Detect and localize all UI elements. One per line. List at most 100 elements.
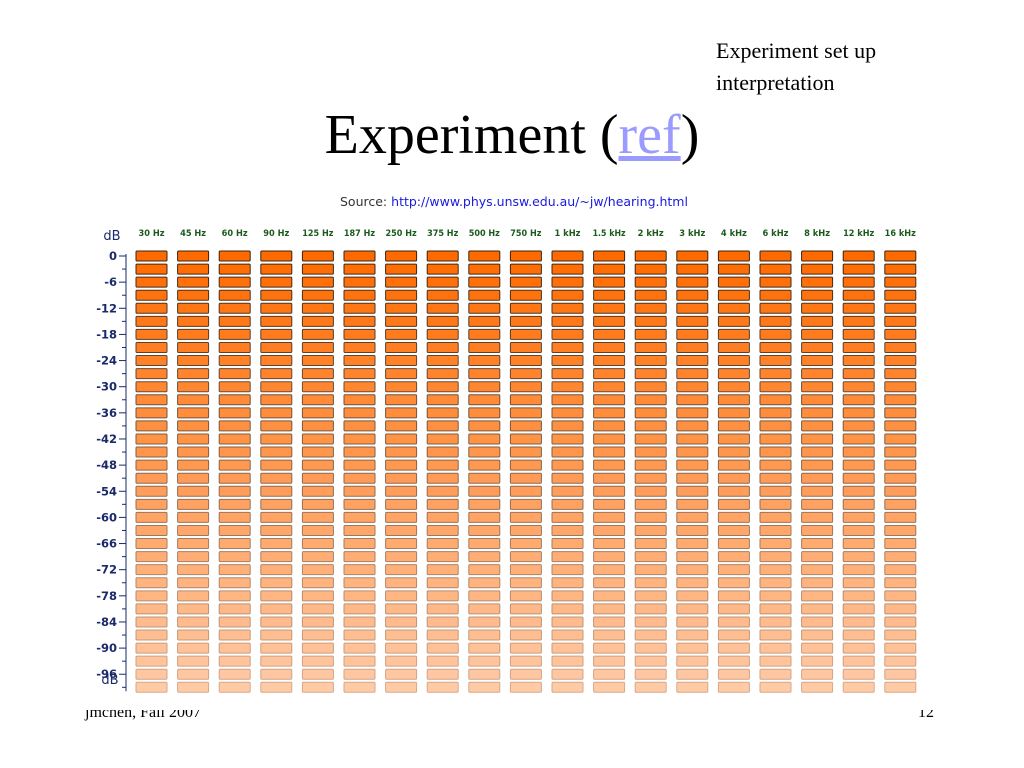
test-tone-cell[interactable] bbox=[551, 681, 584, 693]
test-tone-cell[interactable] bbox=[385, 394, 418, 406]
test-tone-cell[interactable] bbox=[717, 263, 750, 275]
test-tone-cell[interactable] bbox=[593, 616, 626, 628]
test-tone-cell[interactable] bbox=[759, 472, 792, 484]
test-tone-cell[interactable] bbox=[301, 446, 334, 458]
test-tone-cell[interactable] bbox=[634, 459, 667, 471]
test-tone-cell[interactable] bbox=[385, 407, 418, 419]
test-tone-cell[interactable] bbox=[426, 446, 459, 458]
test-tone-cell[interactable] bbox=[551, 459, 584, 471]
test-tone-cell[interactable] bbox=[385, 289, 418, 301]
test-tone-cell[interactable] bbox=[593, 276, 626, 288]
test-tone-cell[interactable] bbox=[509, 485, 542, 497]
test-tone-cell[interactable] bbox=[676, 394, 709, 406]
test-tone-cell[interactable] bbox=[842, 524, 875, 536]
test-tone-cell[interactable] bbox=[426, 551, 459, 563]
test-tone-cell[interactable] bbox=[717, 590, 750, 602]
test-tone-cell[interactable] bbox=[884, 263, 917, 275]
test-tone-cell[interactable] bbox=[842, 368, 875, 380]
test-tone-cell[interactable] bbox=[509, 629, 542, 641]
test-tone-cell[interactable] bbox=[468, 498, 501, 510]
test-tone-cell[interactable] bbox=[177, 407, 210, 419]
test-tone-cell[interactable] bbox=[551, 524, 584, 536]
test-tone-cell[interactable] bbox=[260, 564, 293, 576]
test-tone-cell[interactable] bbox=[551, 485, 584, 497]
test-tone-cell[interactable] bbox=[884, 381, 917, 393]
test-tone-cell[interactable] bbox=[385, 263, 418, 275]
test-tone-cell[interactable] bbox=[801, 276, 834, 288]
test-tone-cell[interactable] bbox=[842, 681, 875, 693]
test-tone-cell[interactable] bbox=[801, 263, 834, 275]
test-tone-cell[interactable] bbox=[884, 472, 917, 484]
test-tone-cell[interactable] bbox=[509, 341, 542, 353]
test-tone-cell[interactable] bbox=[676, 355, 709, 367]
test-tone-cell[interactable] bbox=[426, 642, 459, 654]
test-tone-cell[interactable] bbox=[426, 498, 459, 510]
test-tone-cell[interactable] bbox=[759, 577, 792, 589]
test-tone-cell[interactable] bbox=[343, 655, 376, 667]
test-tone-cell[interactable] bbox=[343, 551, 376, 563]
test-tone-cell[interactable] bbox=[634, 511, 667, 523]
test-tone-cell[interactable] bbox=[343, 668, 376, 680]
test-tone-cell[interactable] bbox=[135, 564, 168, 576]
test-tone-cell[interactable] bbox=[801, 668, 834, 680]
test-tone-cell[interactable] bbox=[717, 289, 750, 301]
test-tone-cell[interactable] bbox=[343, 289, 376, 301]
test-tone-cell[interactable] bbox=[426, 407, 459, 419]
test-tone-cell[interactable] bbox=[468, 616, 501, 628]
test-tone-cell[interactable] bbox=[759, 276, 792, 288]
test-tone-cell[interactable] bbox=[717, 355, 750, 367]
test-tone-cell[interactable] bbox=[551, 394, 584, 406]
test-tone-cell[interactable] bbox=[385, 315, 418, 327]
test-tone-cell[interactable] bbox=[884, 498, 917, 510]
test-tone-cell[interactable] bbox=[884, 355, 917, 367]
test-tone-cell[interactable] bbox=[884, 433, 917, 445]
test-tone-cell[interactable] bbox=[385, 616, 418, 628]
test-tone-cell[interactable] bbox=[759, 315, 792, 327]
test-tone-cell[interactable] bbox=[717, 485, 750, 497]
test-tone-cell[interactable] bbox=[801, 341, 834, 353]
test-tone-cell[interactable] bbox=[385, 511, 418, 523]
test-tone-cell[interactable] bbox=[593, 551, 626, 563]
test-tone-cell[interactable] bbox=[177, 368, 210, 380]
test-tone-cell[interactable] bbox=[634, 472, 667, 484]
test-tone-cell[interactable] bbox=[842, 276, 875, 288]
test-tone-cell[interactable] bbox=[426, 302, 459, 314]
test-tone-cell[interactable] bbox=[301, 498, 334, 510]
test-tone-cell[interactable] bbox=[218, 564, 251, 576]
test-tone-cell[interactable] bbox=[177, 564, 210, 576]
test-tone-cell[interactable] bbox=[884, 538, 917, 550]
test-tone-cell[interactable] bbox=[135, 655, 168, 667]
test-tone-cell[interactable] bbox=[343, 577, 376, 589]
test-tone-cell[interactable] bbox=[634, 341, 667, 353]
test-tone-cell[interactable] bbox=[301, 250, 334, 262]
test-tone-cell[interactable] bbox=[551, 629, 584, 641]
test-tone-cell[interactable] bbox=[218, 616, 251, 628]
test-tone-cell[interactable] bbox=[260, 472, 293, 484]
test-tone-cell[interactable] bbox=[135, 355, 168, 367]
test-tone-cell[interactable] bbox=[177, 551, 210, 563]
test-tone-cell[interactable] bbox=[218, 538, 251, 550]
test-tone-cell[interactable] bbox=[135, 289, 168, 301]
test-tone-cell[interactable] bbox=[135, 407, 168, 419]
test-tone-cell[interactable] bbox=[509, 564, 542, 576]
test-tone-cell[interactable] bbox=[593, 655, 626, 667]
test-tone-cell[interactable] bbox=[593, 315, 626, 327]
test-tone-cell[interactable] bbox=[842, 433, 875, 445]
test-tone-cell[interactable] bbox=[593, 668, 626, 680]
test-tone-cell[interactable] bbox=[385, 341, 418, 353]
test-tone-cell[interactable] bbox=[177, 629, 210, 641]
test-tone-cell[interactable] bbox=[135, 394, 168, 406]
test-tone-cell[interactable] bbox=[385, 668, 418, 680]
test-tone-cell[interactable] bbox=[884, 302, 917, 314]
test-tone-cell[interactable] bbox=[343, 485, 376, 497]
test-tone-cell[interactable] bbox=[177, 655, 210, 667]
test-tone-cell[interactable] bbox=[260, 511, 293, 523]
test-tone-cell[interactable] bbox=[260, 485, 293, 497]
test-tone-cell[interactable] bbox=[426, 564, 459, 576]
test-tone-cell[interactable] bbox=[260, 655, 293, 667]
test-tone-cell[interactable] bbox=[218, 472, 251, 484]
test-tone-cell[interactable] bbox=[135, 511, 168, 523]
test-tone-cell[interactable] bbox=[177, 511, 210, 523]
test-tone-cell[interactable] bbox=[218, 629, 251, 641]
test-tone-cell[interactable] bbox=[426, 263, 459, 275]
